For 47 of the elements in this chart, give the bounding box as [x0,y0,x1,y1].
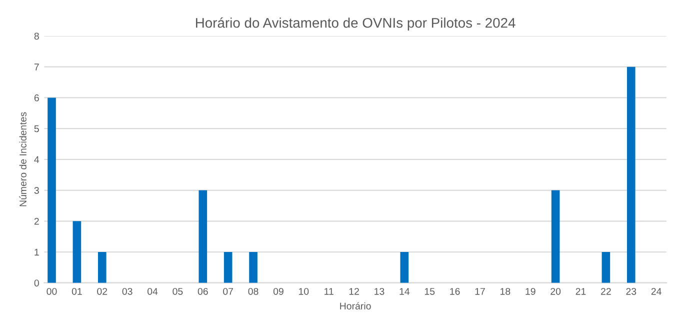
y-tick-label: 1 [34,248,39,256]
x-tick-label: 11 [324,288,334,295]
x-tick-label: 14 [400,288,410,295]
x-tick-label: 23 [626,288,636,295]
x-tick-label: 16 [450,288,460,295]
x-tick-label: 13 [374,288,384,295]
y-axis-title: Número de Incidentes [19,112,26,206]
y-tick-label: 3 [34,187,39,194]
x-tick-label: 05 [172,288,183,295]
x-tick-label: 10 [298,288,309,295]
bar [400,252,409,283]
x-tick-label: 22 [601,288,611,295]
y-tick-label: 7 [34,64,39,70]
x-tick-label: 24 [651,288,662,295]
bar [249,252,258,283]
x-tick-label: 08 [248,288,258,295]
x-tick-label: 17 [475,288,485,295]
y-tick-label: 2 [34,218,39,225]
bar [98,252,106,283]
bar [626,66,636,283]
y-tick-label: 6 [34,94,39,102]
y-tick-label: 4 [34,156,40,163]
bar [48,98,56,283]
x-tick-label: 12 [349,288,359,295]
x-tick-label: 02 [97,288,108,295]
x-tick-label: 01 [72,288,82,295]
x-tick-label: 20 [550,288,561,295]
bar [72,221,82,283]
chart-title: Horário do Avistamento de OVNIs por Pilotos - 2024 [196,17,516,31]
x-tick-label: 00 [46,288,57,295]
bar [224,252,232,283]
x-tick-label: 09 [273,288,284,295]
bar [198,190,208,283]
bar [602,252,610,283]
y-tick-label: 5 [34,125,39,132]
x-tick-label: 07 [223,288,234,295]
x-tick-label: 15 [424,288,435,295]
x-tick-label: 03 [122,288,132,295]
x-tick-label: 04 [147,288,158,295]
x-axis-title: Horário [340,302,371,310]
x-tick-label: 06 [198,288,208,295]
y-tick-label: 0 [34,280,39,286]
x-tick-label: 18 [500,288,510,295]
x-tick-label: 19 [526,288,536,295]
x-tick-label: 21 [576,288,586,295]
y-tick-label: 8 [34,32,39,40]
bar [551,190,560,283]
